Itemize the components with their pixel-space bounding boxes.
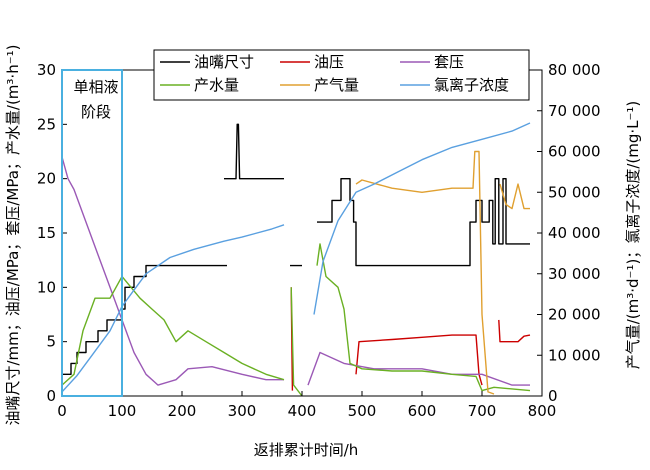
y-axis-right-label: 产气量/(m³·d⁻¹)；氯离子浓度/(mg·L⁻¹) [624,101,642,370]
y-right-tick-label: 30 000 [548,265,601,283]
y-right-tick-label: 50 000 [548,183,601,201]
y-left-tick-label: 10 [37,278,56,296]
legend-label: 产气量 [314,76,359,94]
series-line-套压 [61,156,530,386]
legend-box [153,49,530,101]
y-left-tick-label: 30 [37,61,56,79]
annotation-text-line2: 阶段 [81,103,111,121]
y-left-tick-label: 20 [37,170,56,188]
x-tick-label: 100 [108,402,137,420]
x-tick-label: 400 [288,402,317,420]
y-right-tick-label: 20 000 [548,306,601,324]
legend-label: 套压 [434,53,464,71]
legend-label: 产水量 [194,76,239,94]
plot-area [61,122,531,397]
axes: 0 100 200 300 400 500 600 700 800051015202530010… [37,61,601,420]
x-tick-label: 300 [228,402,257,420]
x-tick-label: 600 [408,402,437,420]
y-right-tick-label: 80 000 [548,61,601,79]
x-tick-label: 800 [528,402,557,420]
x-axis-label: 返排累计时间/h [254,441,359,459]
x-tick-label: 200 [168,402,197,420]
x-tick-label: 500 [348,402,377,420]
series-line-产水量 [61,243,531,397]
series-line-油嘴尺寸 [62,123,530,375]
legend-label: 油嘴尺寸 [194,53,254,71]
y-left-tick-label: 0 [46,387,56,405]
y-axis-left-label: 油嘴尺寸/mm；油压/MPa；套压/MPa；产水量/(m³·h⁻¹) [4,45,22,426]
y-left-tick-label: 25 [37,115,56,133]
series-line-氯离子浓度 [61,122,531,393]
legend-label: 氯离子浓度 [434,76,509,94]
y-right-tick-label: 40 000 [548,224,601,242]
annotation-text-line1: 单相液 [73,78,118,96]
x-tick-label: 0 [57,402,67,420]
x-tick-label: 700 [468,402,497,420]
annotation-box [61,69,123,397]
series-line-产气量 [355,150,530,395]
y-left-tick-label: 15 [37,224,56,242]
y-right-tick-label: 0 [548,387,558,405]
y-left-tick-label: 5 [46,333,56,351]
y-right-tick-label: 70 000 [548,102,601,120]
series-line-油压 [290,287,531,391]
y-right-tick-label: 60 000 [548,143,601,161]
y-right-tick-label: 10 000 [548,346,601,364]
legend-label: 油压 [314,53,344,71]
